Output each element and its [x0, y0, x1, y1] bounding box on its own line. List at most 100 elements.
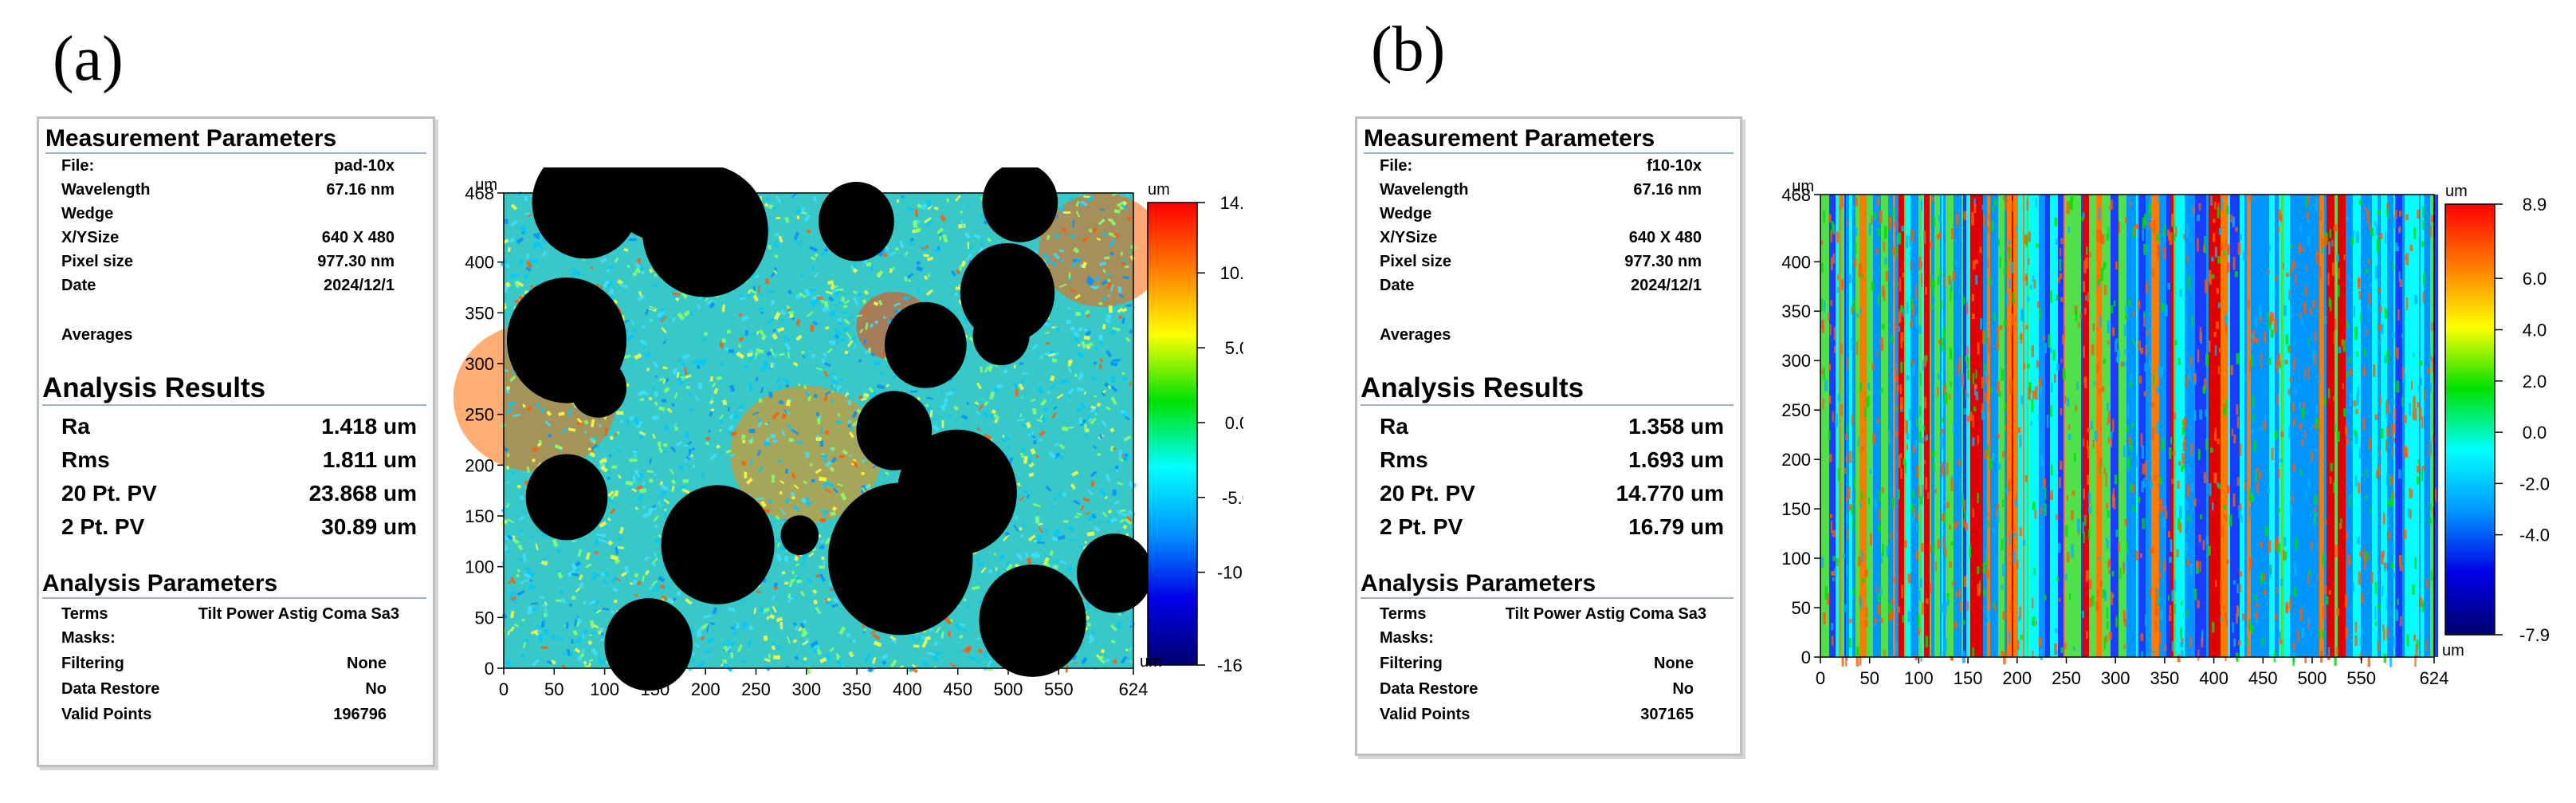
texture-speck: [831, 456, 838, 463]
texture-speck: [909, 237, 915, 242]
streak-speck: [1852, 588, 1855, 595]
streak-speck: [2083, 514, 2087, 526]
streak-speck: [1931, 195, 1934, 203]
texture-speck: [783, 342, 791, 351]
streak-speck: [2168, 615, 2172, 622]
streak-speck: [2057, 542, 2061, 553]
streak-speck: [2254, 316, 2258, 328]
texture-speck: [795, 293, 802, 299]
texture-speck: [706, 299, 713, 305]
streak-speck: [1881, 324, 1885, 330]
texture-speck: [696, 627, 704, 635]
streak-speck: [2406, 634, 2409, 647]
texture-speck: [551, 442, 553, 446]
streak-speck: [1977, 583, 1981, 596]
streak-speck: [1844, 467, 1847, 474]
texture-speck: [946, 198, 949, 203]
streak-speck: [2060, 238, 2064, 245]
streak-speck: [1824, 300, 1826, 313]
streak: [1824, 195, 1829, 657]
streak-speck: [2362, 418, 2366, 431]
result-key: Rms: [1380, 447, 1428, 472]
streak-speck: [2157, 244, 2160, 258]
texture-speck: [899, 240, 905, 249]
texture-speck: [810, 324, 815, 333]
texture-speck: [678, 377, 683, 383]
texture-speck: [846, 340, 854, 348]
streak-speck: [2345, 426, 2348, 435]
texture-speck: [571, 573, 579, 577]
streak-speck: [2002, 451, 2005, 458]
texture-speck: [503, 369, 509, 372]
texture-speck: [568, 408, 573, 413]
streak-speck: [2375, 266, 2378, 279]
averages-label: Averages: [1380, 326, 1451, 344]
streak-speck: [1997, 392, 2001, 397]
texture-speck: [795, 563, 800, 567]
streak-speck: [2394, 407, 2397, 421]
streak-speck: [2217, 302, 2221, 309]
texture-speck: [853, 290, 858, 295]
texture-speck: [977, 648, 984, 655]
streak-speck: [1902, 308, 1905, 317]
texture-speck: [694, 644, 701, 648]
streak: [2028, 195, 2035, 657]
texture-speck: [530, 534, 533, 538]
streak-speck: [1995, 508, 1997, 519]
streak-speck: [1881, 553, 1883, 564]
streak-speck: [2175, 226, 2177, 238]
texture-speck: [610, 554, 619, 561]
streak-speck: [2211, 621, 2215, 633]
streak-speck: [1837, 394, 1840, 401]
texture-speck: [642, 506, 646, 510]
texture-speck: [824, 454, 828, 458]
streak-speck: [2176, 549, 2179, 557]
texture-speck: [921, 636, 927, 640]
streak-speck: [2074, 452, 2076, 462]
streak-speck: [1966, 415, 1970, 423]
streak-speck: [2404, 446, 2406, 458]
texture-speck: [1003, 533, 1009, 541]
streak-speck: [2086, 440, 2089, 449]
streak-speck: [2142, 518, 2145, 529]
texture-speck: [639, 397, 645, 402]
texture-speck: [710, 396, 714, 402]
streak-speck: [1898, 455, 1901, 468]
texture-speck: [842, 325, 850, 333]
texture-speck: [576, 417, 583, 423]
texture-speck: [676, 440, 683, 447]
streak-speck: [1901, 226, 1905, 232]
texture-speck: [582, 629, 589, 636]
streak-speck: [2107, 226, 2110, 234]
texture-speck: [982, 411, 989, 419]
streak-speck: [1918, 325, 1922, 334]
streak-speck: [2255, 612, 2259, 620]
streak-speck: [2095, 600, 2099, 611]
streak-speck: [2359, 551, 2362, 557]
streak-speck: [2359, 313, 2362, 322]
texture-speck: [604, 572, 610, 577]
streak: [2069, 195, 2076, 657]
texture-speck: [882, 659, 887, 666]
streak: [2247, 195, 2251, 657]
streak-speck: [2365, 269, 2368, 274]
texture-speck: [629, 459, 638, 463]
texture-speck: [802, 619, 807, 624]
streak-speck: [1932, 289, 1935, 296]
streak-speck: [1975, 391, 1979, 400]
streak-speck: [2264, 331, 2267, 344]
texture-speck: [1031, 407, 1038, 415]
texture-speck: [521, 653, 525, 658]
streak-speck: [2407, 508, 2410, 518]
surface-map-b: 0 50 100 150 200 250 300 350 400 450 500 550 6240501…: [1781, 178, 2550, 688]
texture-speck: [749, 439, 753, 444]
streak-speck: [1965, 301, 1969, 315]
streak-speck: [2174, 412, 2177, 420]
streak: [2228, 195, 2230, 657]
texture-speck: [522, 579, 529, 583]
texture-speck: [823, 395, 828, 401]
texture-speck: [1086, 622, 1092, 628]
streak-speck: [1949, 348, 1953, 360]
streak-speck: [2005, 199, 2008, 211]
streak-speck: [2150, 588, 2153, 597]
